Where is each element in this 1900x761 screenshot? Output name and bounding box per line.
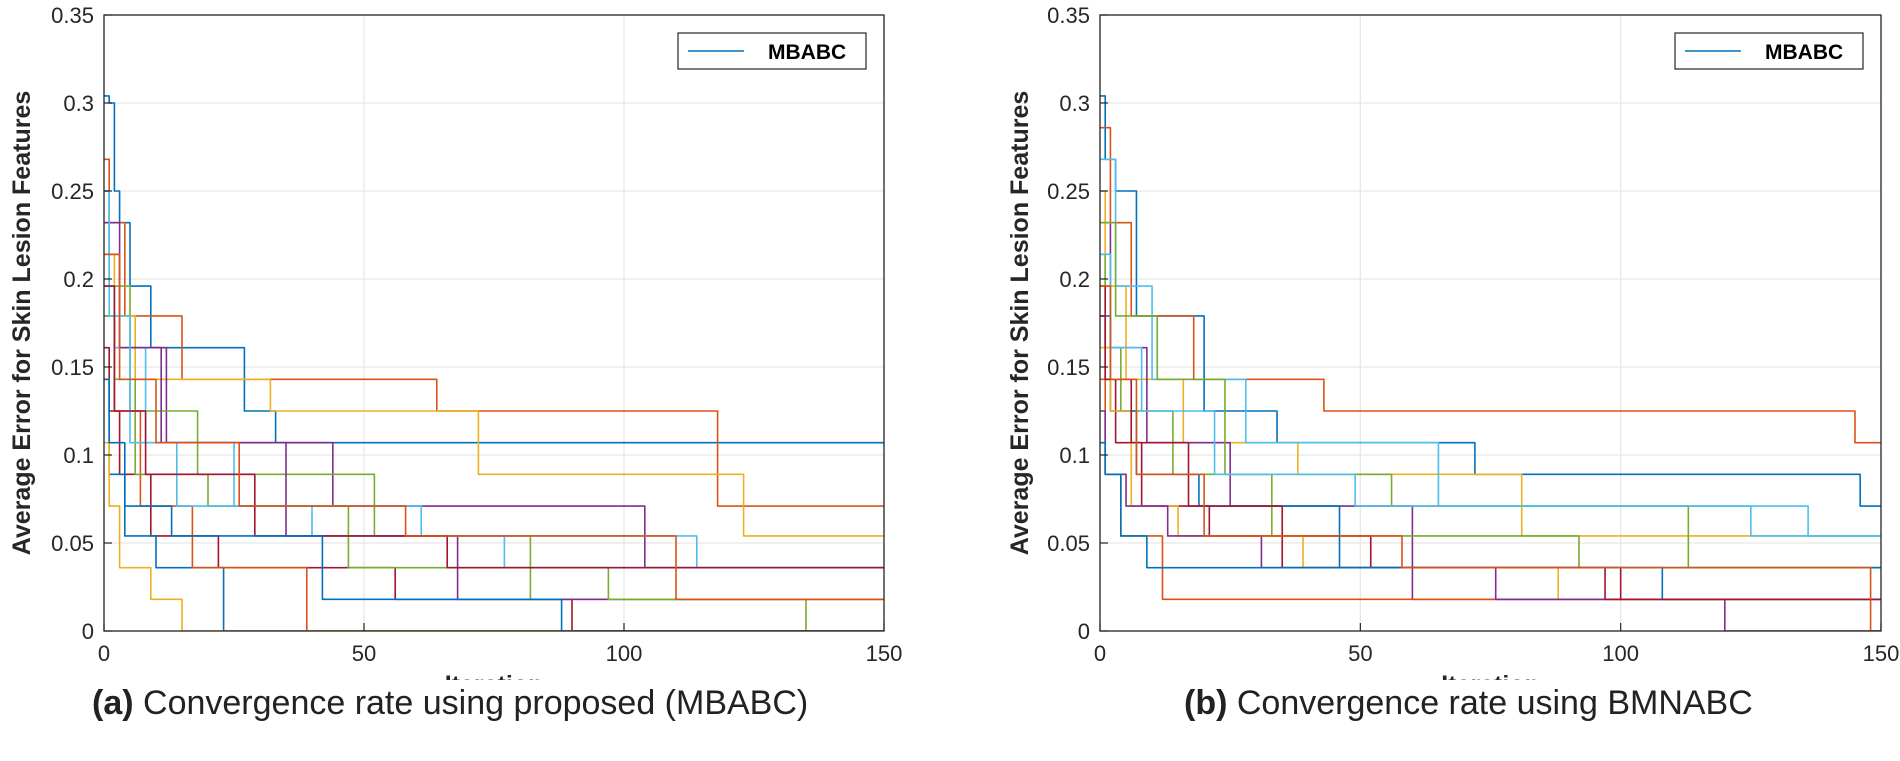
y-axis-title: Average Error for Skin Lesion Features [8,91,36,556]
y-tick-label: 0.2 [63,267,94,292]
axes-box [1099,14,1882,632]
series-line-2 [1100,126,1881,444]
series-group [1100,95,1881,631]
series-line-16 [104,253,884,601]
series-line-15 [104,378,884,631]
legend-box [1674,32,1864,70]
y-tick-label: 0 [82,619,94,644]
caption-a-text: Convergence rate using proposed (MBABC) [143,684,809,722]
caption-b-label: (b) [1184,684,1228,722]
y-tick-label: 0.35 [51,3,94,28]
series-line-14 [104,285,884,569]
y-tick-label: 0.3 [1059,91,1090,116]
plot-area [104,15,884,631]
caption-b: (b) Convergence rate using BMNABC [1184,684,1753,723]
x-tick-label: 150 [866,641,903,666]
y-tick-label: 0.15 [1047,355,1090,380]
y-tick-label: 0.25 [51,179,94,204]
x-tick-label: 0 [1094,641,1106,666]
y-tick-label: 0.25 [1047,179,1090,204]
y-tick-label: 0.1 [1059,443,1090,468]
y-tick-label: 0.3 [63,91,94,116]
legend-label: MBABC [768,41,846,64]
caption-a-label: (a) [92,684,134,722]
y-tick-label: 0.05 [51,531,94,556]
x-tick-label: 100 [1602,641,1639,666]
plot-area [1100,15,1881,631]
y-tick-label: 0 [1078,619,1090,644]
series-line-10 [1100,346,1881,601]
caption-b-text: Convergence rate using BMNABC [1236,684,1753,722]
x-tick-label: 150 [1863,641,1900,666]
x-tick-label: 0 [98,641,110,666]
x-tick-label: 50 [352,641,376,666]
caption-a: (a) Convergence rate using proposed (MBA… [92,684,808,723]
x-tick-label: 100 [606,641,643,666]
y-tick-label: 0.1 [63,443,94,468]
axes-box [103,14,885,632]
series-line-15 [1100,441,1881,569]
y-tick-label: 0.05 [1047,531,1090,556]
series-line-12 [1100,221,1881,569]
series-line-16 [1100,285,1881,631]
legend: MBABC [1674,32,1864,70]
y-tick-label: 0.35 [1047,3,1090,28]
y-axis-title: Average Error for Skin Lesion Features [1006,91,1034,556]
x-axis-title: Iteration [445,671,544,680]
legend: MBABC [677,32,867,70]
legend-label: MBABC [1765,41,1843,64]
chart-panel-b: 0 50 100 150 0 0.05 0.1 0.15 0.2 0.25 0.3 0.35 Itera… [998,0,1900,761]
series-group [104,95,884,631]
x-axis-title: Iteration [1441,671,1540,680]
y-tick-label: 0.2 [1059,267,1090,292]
chart-panel-a: 0 50 100 150 0 0.05 0.1 0.15 0.2 0.25 0.3 0.35 Itera… [8,3,903,723]
convergence-chart-a: 0 50 100 150 0 0.05 0.1 0.15 0.2 0.25 0.3 0.35 Itera… [8,3,903,680]
convergence-chart-b: 0 50 100 150 0 0.05 0.1 0.15 0.2 0.25 0.3 0.35 Itera… [1006,3,1900,680]
series-line-10 [104,441,884,631]
x-tick-label: 50 [1348,641,1372,666]
y-tick-label: 0.15 [51,355,94,380]
